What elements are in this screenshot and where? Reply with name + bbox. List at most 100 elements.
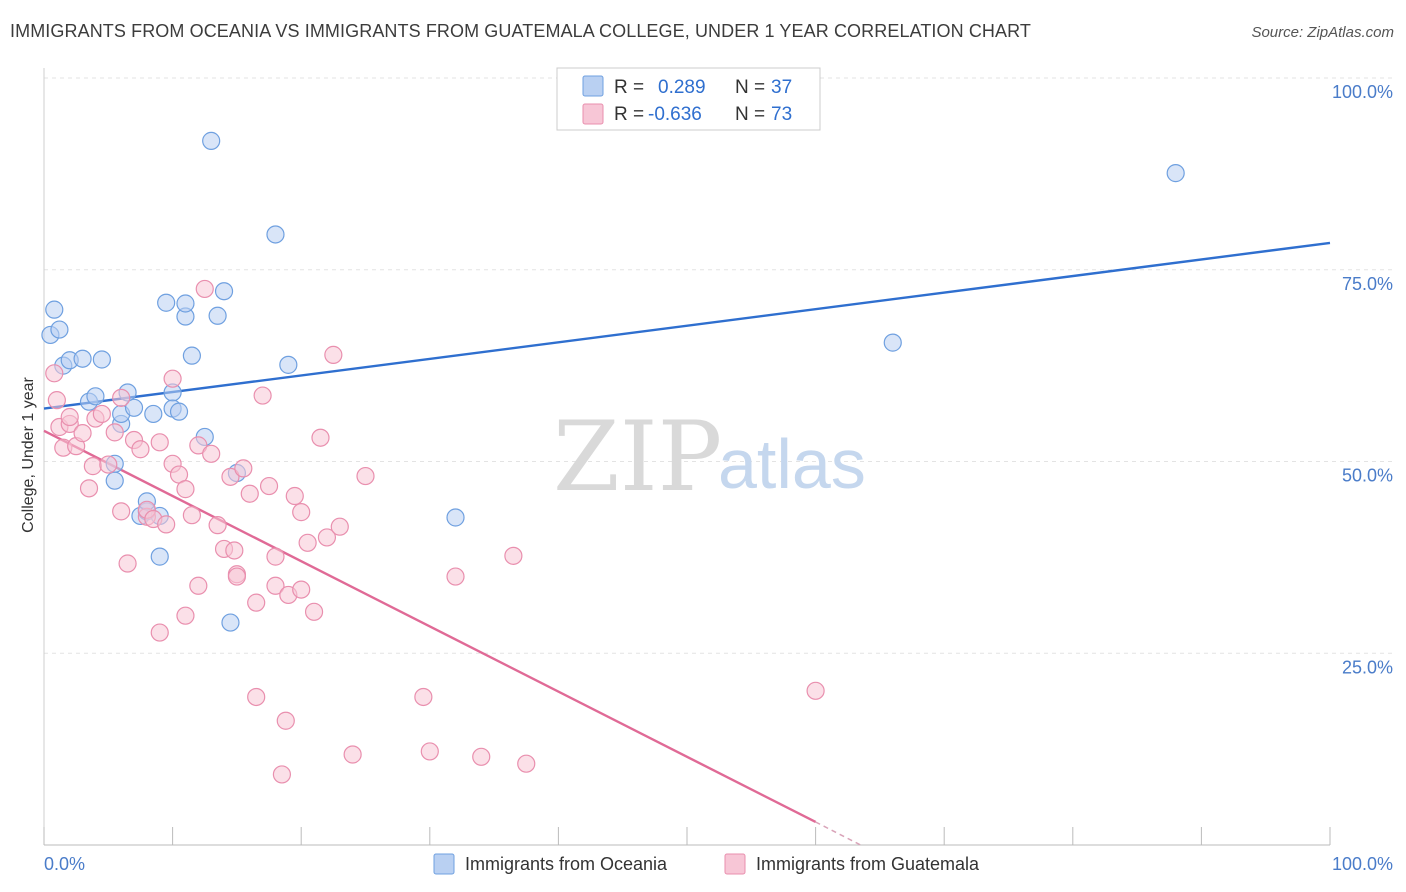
guatemala-point: [73, 424, 92, 443]
guatemala-point: [221, 467, 240, 486]
guatemala-point: [504, 546, 523, 565]
legend-r-label-2: R =: [614, 104, 644, 125]
guatemala-point: [285, 486, 304, 506]
guatemala-point: [99, 455, 118, 474]
guatemala-point: [234, 459, 253, 478]
x-tick-label: 0.0%: [44, 854, 85, 874]
guatemala-point: [105, 423, 124, 442]
guatemala-point: [118, 554, 137, 573]
oceania-point: [266, 225, 285, 244]
oceania-point: [92, 350, 111, 369]
guatemala-point: [47, 391, 66, 410]
guatemala-point: [304, 602, 324, 621]
guatemala-point: [92, 404, 111, 424]
guatemala-point: [150, 623, 169, 642]
guatemala-point: [60, 407, 79, 427]
legend-n-value-2: 73: [771, 104, 792, 125]
guatemala-point: [247, 687, 266, 707]
guatemala-point: [112, 388, 131, 407]
guatemala-point: [266, 576, 285, 595]
oceania-point: [73, 349, 92, 368]
guatemala-point: [45, 364, 64, 383]
chart-source: Source: ZipAtlas.com: [1251, 24, 1394, 41]
oceania-point: [124, 398, 144, 417]
legend-n-label-2: N =: [735, 104, 765, 125]
oceania-point: [144, 404, 163, 424]
oceania-point: [157, 293, 176, 312]
guatemala-point: [208, 516, 227, 535]
legend-r-value-2: -0.636: [648, 104, 702, 125]
guatemala-point: [176, 480, 195, 499]
watermark-atlas: atlas: [718, 425, 866, 503]
legend-key-guatemala: [724, 853, 746, 875]
guatemala-point: [472, 747, 491, 766]
stats-legend: R = 0.289 N = 37 R = -0.636 N = 73: [556, 67, 821, 131]
oceania-point: [45, 300, 64, 319]
guatemala-point: [517, 754, 536, 773]
oceania-point: [176, 294, 195, 313]
y-axis-label: College, Under 1 year: [20, 377, 37, 533]
guatemala-point: [330, 517, 349, 536]
guatemala-point: [150, 433, 169, 452]
y-tick-label: 100.0%: [1332, 82, 1393, 102]
legend-swatch-oceania: [582, 75, 604, 97]
guatemala-point: [79, 479, 99, 498]
watermark-zip: ZIP: [553, 401, 722, 513]
guatemala-point: [806, 681, 825, 700]
guatemala-point: [253, 386, 272, 405]
oceania-point: [446, 508, 465, 527]
guatemala-point: [259, 476, 279, 496]
oceania-point: [279, 355, 298, 374]
oceania-point: [150, 547, 169, 566]
legend-r-value-1: 0.289: [658, 77, 706, 98]
legend-label-guatemala: Immigrants from Guatemala: [756, 854, 980, 874]
guatemala-point: [195, 279, 214, 299]
guatemala-point: [446, 567, 465, 586]
chart-title: IMMIGRANTS FROM OCEANIA VS IMMIGRANTS FR…: [10, 21, 1032, 41]
guatemala-point: [83, 457, 102, 476]
guatemala-point: [272, 765, 292, 784]
y-tick-label: 25.0%: [1342, 657, 1393, 677]
oceania-trend-line: [43, 241, 1331, 410]
axes: 25.0% 50.0% 75.0% 100.0% 0.0% 100.0%: [43, 68, 1393, 874]
guatemala-point: [131, 440, 150, 459]
guatemala-point: [112, 502, 131, 521]
guatemala-point: [247, 593, 266, 612]
oceania-point: [86, 387, 105, 406]
guatemala-point: [292, 580, 311, 599]
watermark: ZIP atlas: [553, 401, 866, 513]
series-legend: Immigrants from Oceania Immigrants from …: [433, 853, 980, 875]
oceania-point: [105, 471, 124, 490]
guatemala-point: [189, 436, 208, 455]
guatemala-point: [163, 369, 182, 388]
guatemala-point: [292, 503, 311, 522]
guatemala-point: [420, 742, 439, 761]
gridlines: [44, 77, 1392, 654]
guatemala-trend-line: [43, 429, 817, 824]
guatemala-point: [298, 533, 317, 552]
legend-n-label-1: N =: [735, 77, 765, 98]
oceania-point: [208, 306, 227, 325]
guatemala-point: [157, 515, 176, 534]
guatemala-point: [356, 466, 375, 486]
guatemala-point: [414, 687, 433, 707]
oceania-point: [50, 320, 69, 339]
legend-swatch-guatemala: [582, 103, 604, 125]
trend-lines: [43, 241, 1331, 846]
oceania-point: [221, 613, 240, 632]
oceania-point: [182, 346, 201, 365]
guatemala-point: [182, 506, 201, 525]
oceania-point: [214, 282, 234, 301]
guatemala-point: [240, 484, 259, 503]
x-tick-label: 100.0%: [1332, 854, 1393, 874]
guatemala-point: [311, 428, 330, 447]
oceania-point: [1166, 164, 1185, 183]
guatemala-point: [225, 541, 244, 560]
y-tick-label: 75.0%: [1342, 274, 1393, 294]
guatemala-point: [189, 576, 208, 595]
guatemala-point: [227, 567, 246, 586]
guatemala-point: [176, 606, 195, 625]
legend-n-value-1: 37: [771, 77, 792, 98]
guatemala-point: [343, 745, 362, 764]
